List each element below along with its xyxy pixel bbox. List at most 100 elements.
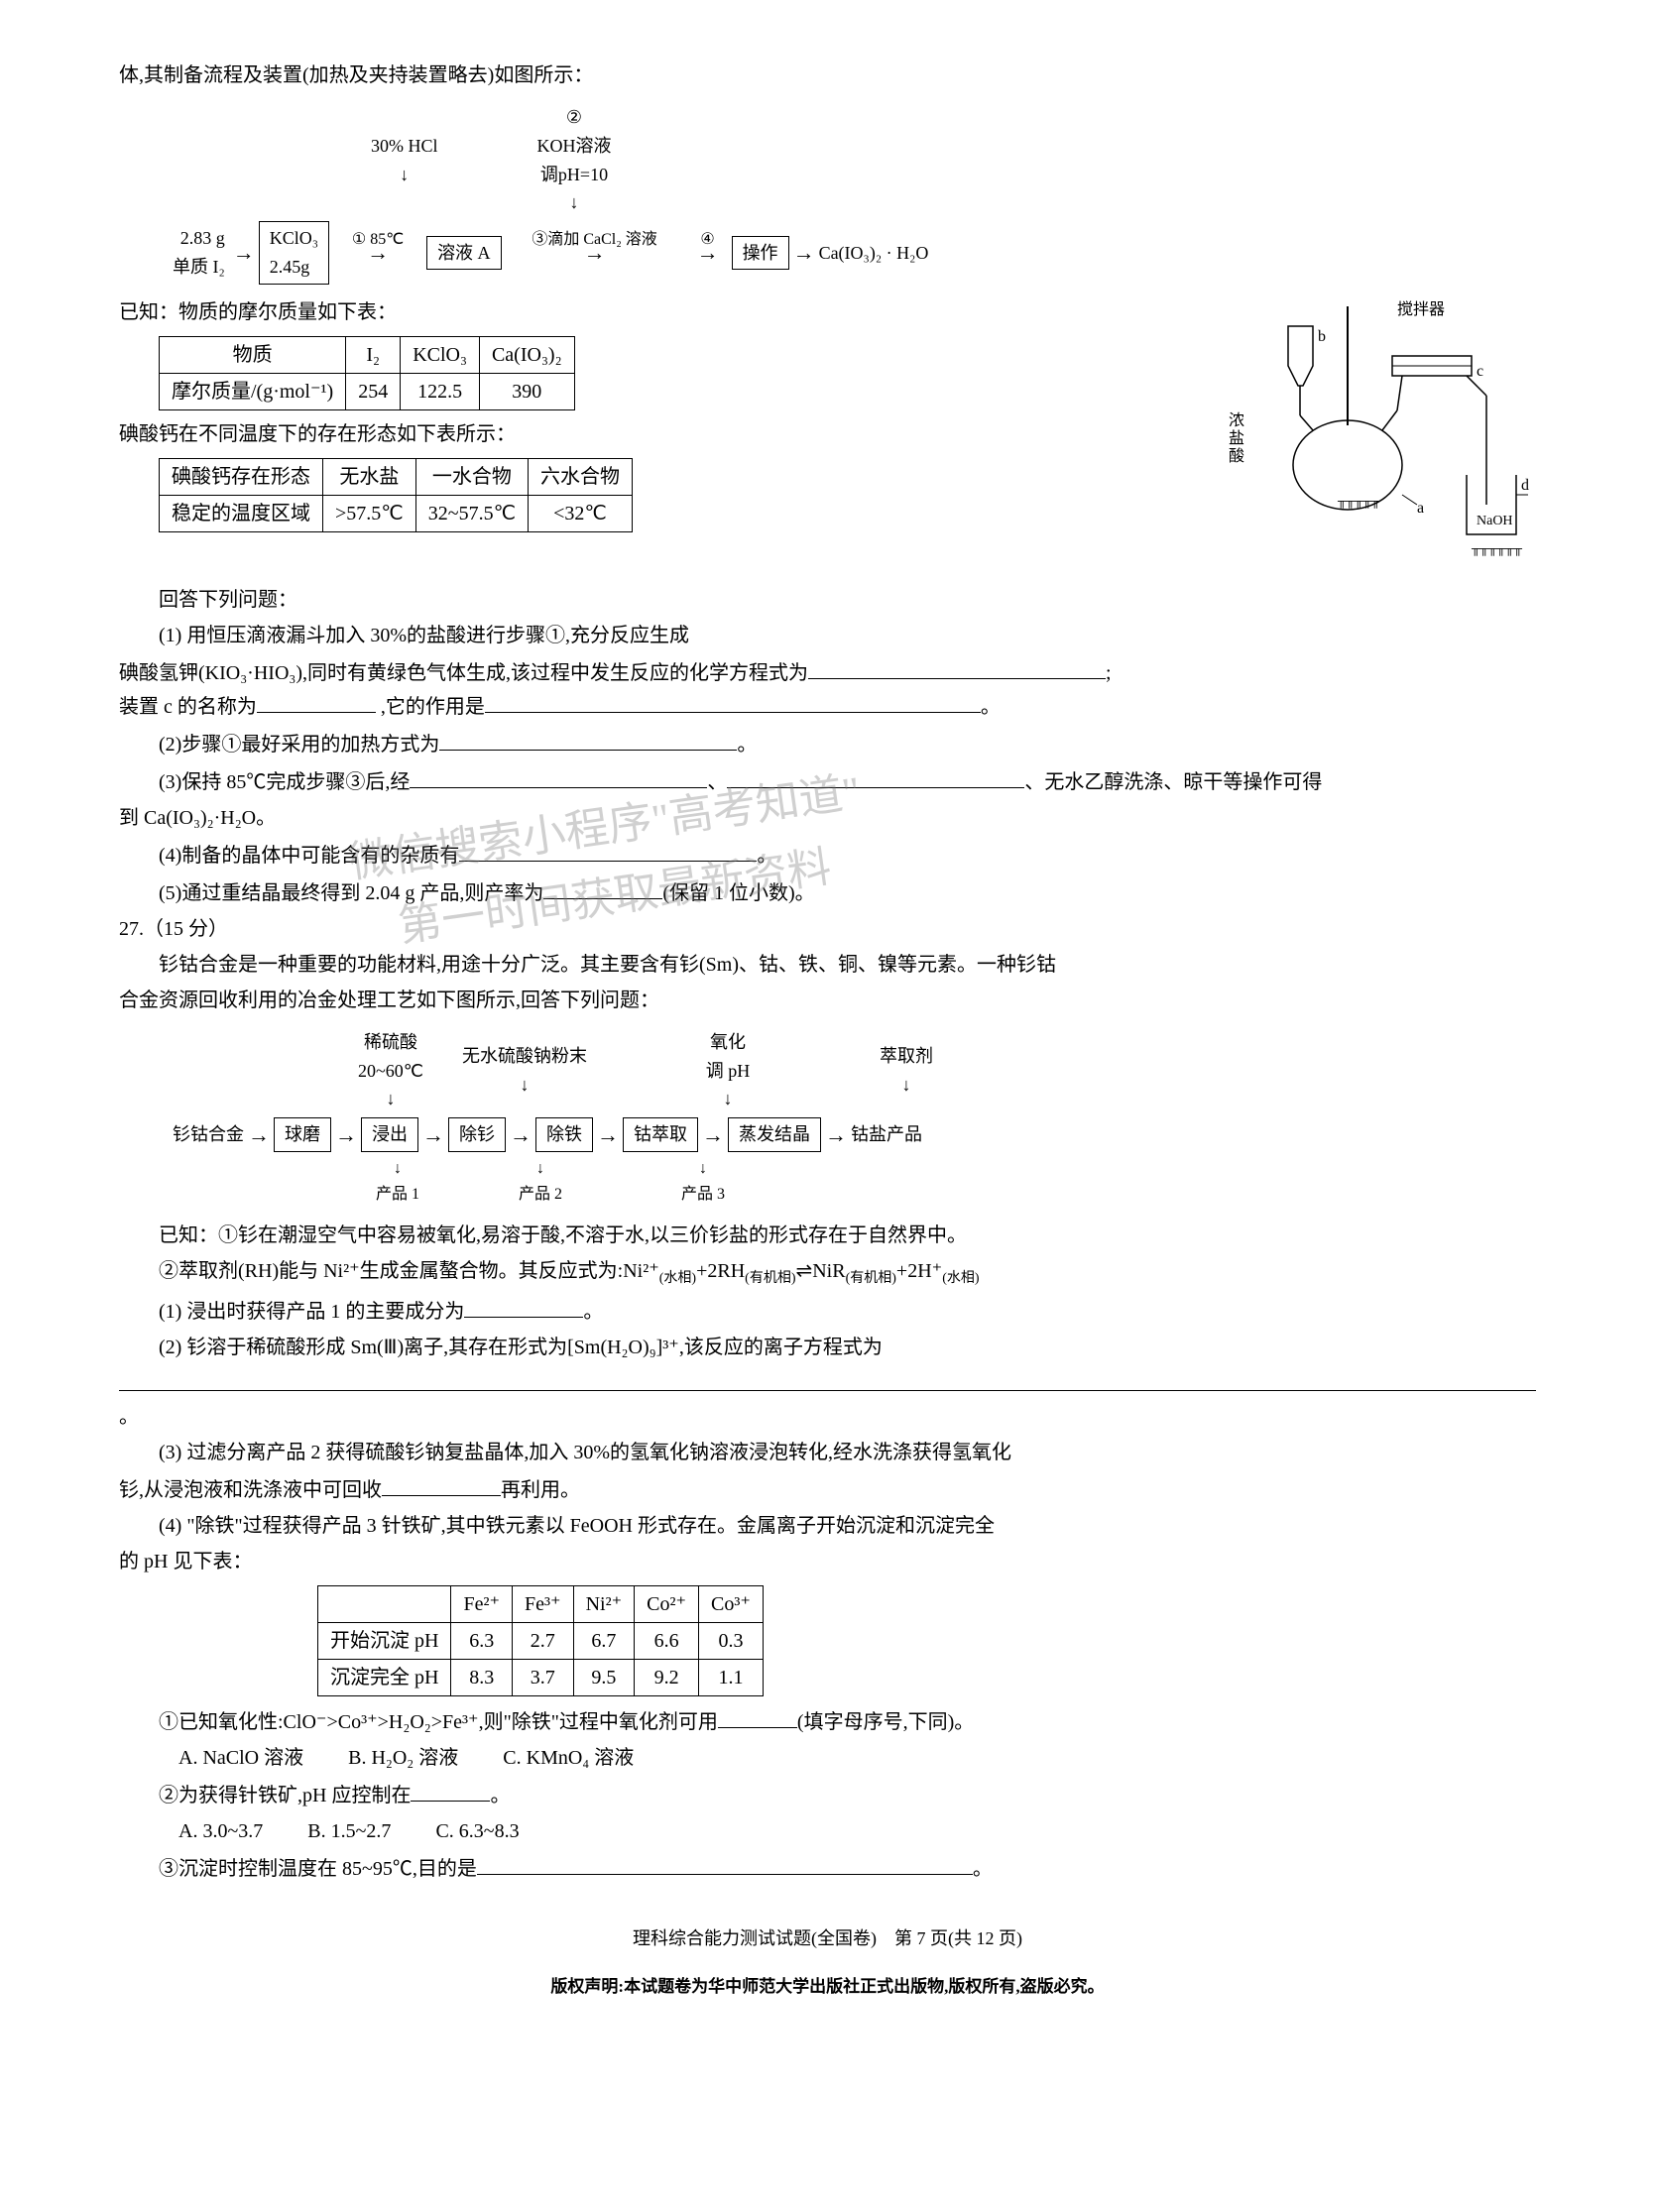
intro-line: 体,其制备流程及装置(加热及夹持装置略去)如图所示： [119, 59, 1536, 91]
f2-output: 钴盐产品 [851, 1120, 922, 1149]
t1-rowlabel: 摩尔质量/(g·mol⁻¹) [160, 373, 346, 409]
t2-r1-v2: 六水合物 [529, 458, 633, 495]
q3-2: 、无水乙醇洗涤、晾干等操作可得 [1024, 771, 1322, 793]
flow1-box-solution-a: 溶液 A [426, 236, 502, 271]
blank-q27-4-3 [477, 1851, 973, 1875]
q27-known2-s3: (有机相) [846, 1271, 896, 1286]
q27-intro2: 合金资源回收利用的冶金处理工艺如下图所示,回答下列问题： [119, 985, 1536, 1016]
f2-oxidize-bot: 调 pH [706, 1061, 751, 1081]
blank-q27-4-2 [411, 1778, 490, 1802]
svg-text:╥╥╥╥╥╥: ╥╥╥╥╥╥ [1471, 541, 1523, 556]
opt-2b: B. 1.5~2.7 [307, 1815, 391, 1847]
t3-h0 [318, 1585, 451, 1622]
copyright: 版权声明:本试题卷为华中师范大学出版社正式出版物,版权所有,盗版必究。 [119, 1973, 1536, 2000]
t3-r2-v0: 8.3 [451, 1659, 513, 1695]
t1-v2: 390 [479, 373, 574, 409]
blank-q1-name [257, 689, 376, 713]
table-ph: Fe²⁺ Fe³⁺ Ni²⁺ Co²⁺ Co³⁺ 开始沉淀 pH 6.3 2.7… [317, 1585, 764, 1696]
label-naoh: NaOH [1477, 514, 1513, 528]
t1-h0: 物质 [160, 336, 346, 373]
opt-1c: C. KMnO₄ 溶液 [503, 1742, 634, 1774]
q5-2: (保留 1 位小数)。 [662, 882, 814, 904]
q1-line1: (1) 用恒压滴液漏斗加入 30%的盐酸进行步骤①,充分反应生成 [119, 620, 1536, 651]
t3-r1-v1: 2.7 [513, 1622, 574, 1659]
flowchart-1: 30% HCl ↓ ② KOH溶液 调pH=10 ↓ 2.83 g 单质 I₂ … [173, 103, 1536, 285]
blank-q27-3 [382, 1472, 501, 1496]
flow1-box-kclo3: KClO₃ 2.45g [259, 221, 329, 285]
f2-prod2: 产品 2 [519, 1182, 562, 1208]
blank-q1-function [485, 689, 981, 713]
t3-r2-label: 沉淀完全 pH [318, 1659, 451, 1695]
t3-r2-v1: 3.7 [513, 1659, 574, 1695]
flow1-i2: 单质 I₂ [173, 257, 225, 277]
q27-known1: 已知：①钐在潮湿空气中容易被氧化,易溶于酸,不溶于水,以三价钐盐的形式存在于自然… [119, 1220, 1536, 1251]
flow1-arrow4: ④ [700, 227, 714, 253]
t2-r1-v1: 一水合物 [415, 458, 528, 495]
blank-q3-2 [727, 764, 1024, 788]
q27-known2-s2: (有机相) [745, 1271, 795, 1286]
t3-r1-v2: 6.7 [573, 1622, 635, 1659]
t2-r1-label: 碘酸钙存在形态 [160, 458, 323, 495]
f2-box5: 钴萃取 [623, 1117, 698, 1152]
flow1-box-operation: 操作 [732, 236, 789, 271]
blank-q27-1 [464, 1294, 583, 1318]
t3-h1: Fe²⁺ [451, 1585, 513, 1622]
t3-r2-v4: 1.1 [699, 1659, 764, 1695]
t3-h5: Co³⁺ [699, 1585, 764, 1622]
opt-2c: C. 6.3~8.3 [435, 1815, 519, 1847]
blank-q4 [459, 838, 757, 862]
flow1-koh: KOH溶液 [537, 136, 612, 156]
t1-h3: Ca(IO₃)₂ [479, 336, 574, 373]
q1-line2: 碘酸氢钾(KIO₃·HIO₃),同时有黄绿色气体生成,该过程中发生反应的化学方程… [119, 662, 808, 684]
flowchart-2: 稀硫酸 20~60℃ ↓ 无水硫酸钠粉末 ↓ 氧化 调 pH ↓ 萃取剂 ↓ 钐… [173, 1028, 1536, 1208]
flow1-ph: 调pH=10 [540, 165, 608, 184]
f2-box2: 浸出 [361, 1117, 418, 1152]
t2-r2-label: 稳定的温度区域 [160, 495, 323, 531]
f2-h2so4-top: 稀硫酸 [364, 1032, 417, 1052]
opt-1b: B. H₂O₂ 溶液 [348, 1742, 458, 1774]
label-stirrer: 搅拌器 [1397, 300, 1445, 318]
t2-r1-v0: 无水盐 [323, 458, 416, 495]
f2-box6: 蒸发结晶 [728, 1117, 821, 1152]
label-a: a [1417, 500, 1424, 517]
f2-prod3: 产品 3 [681, 1182, 725, 1208]
label-c: c [1477, 363, 1483, 380]
q27-known2-3: ⇌NiR [795, 1260, 845, 1282]
t1-h1: I₂ [346, 336, 401, 373]
flow1-product: Ca(IO₃)₂ · H₂O [819, 239, 929, 268]
q27-intro1: 钐钴合金是一种重要的功能材料,用途十分广泛。其主要含有钐(Sm)、钴、铁、铜、镍… [119, 949, 1536, 981]
apparatus-diagram: 搅拌器 b 浓 盐 酸 ╥╥╥╥╥ a c ╥╥╥╥╥╥ d NaOH [1219, 296, 1536, 584]
flow1-i2-mass: 2.83 g [180, 228, 225, 248]
f2-prod1: 产品 1 [376, 1182, 419, 1208]
q1-line3: 装置 c 的名称为 [119, 696, 257, 718]
label-conc-hcl-1: 浓 [1229, 411, 1244, 429]
blank-q3-1 [410, 764, 707, 788]
q27-4-sub1-1: ①已知氧化性:ClO⁻>Co³⁺>H₂O₂>Fe³⁺,则"除铁"过程中氧化剂可用 [159, 1711, 718, 1733]
q3-3: 到 Ca(IO₃)₂·H₂O。 [119, 802, 1536, 834]
flow1-kclo3-mass: 2.45g [270, 257, 310, 277]
f2-input: 钐钴合金 [173, 1120, 244, 1149]
q27-1: (1) 浸出时获得产品 1 的主要成分为 [159, 1301, 464, 1323]
blank-q2 [439, 727, 737, 751]
flow1-arrow1: ① 85℃ [352, 227, 404, 253]
t3-r2-v3: 9.2 [635, 1659, 699, 1695]
f2-box3: 除钐 [448, 1117, 506, 1152]
q5-1: (5)通过重结晶最终得到 2.04 g 产品,则产率为 [159, 882, 543, 904]
q27-header: 27.（15 分） [119, 913, 1536, 945]
q4: (4)制备的晶体中可能含有的杂质有 [159, 845, 459, 867]
t3-r1-v0: 6.3 [451, 1622, 513, 1659]
f2-extract: 萃取剂 [880, 1046, 933, 1066]
flow1-kclo3: KClO₃ [270, 228, 318, 248]
table-form: 碘酸钙存在形态 无水盐 一水合物 六水合物 稳定的温度区域 >57.5℃ 32~… [159, 458, 633, 532]
t3-r2-v2: 9.5 [573, 1659, 635, 1695]
t3-h3: Ni²⁺ [573, 1585, 635, 1622]
t3-h2: Fe³⁺ [513, 1585, 574, 1622]
svg-text:╥╥╥╥╥: ╥╥╥╥╥ [1337, 494, 1380, 509]
q27-4-2: 的 pH 见下表： [119, 1546, 1536, 1577]
f2-box4: 除铁 [535, 1117, 593, 1152]
blank-q1-equation [808, 655, 1106, 679]
t1-v1: 122.5 [401, 373, 480, 409]
t2-r2-v0: >57.5℃ [323, 495, 416, 531]
t3-h4: Co²⁺ [635, 1585, 699, 1622]
flow1-hcl: 30% HCl [371, 136, 438, 156]
